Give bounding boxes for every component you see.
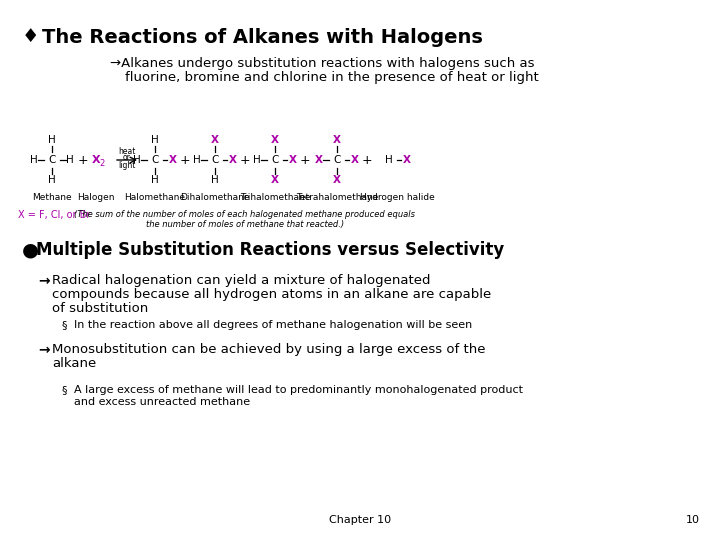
Text: §: § [62,385,68,395]
Text: of substitution: of substitution [52,302,148,315]
Text: C: C [211,155,219,165]
Text: 10: 10 [686,515,700,525]
Text: C: C [333,155,341,165]
Text: Halogen: Halogen [77,192,114,201]
Text: +: + [240,153,251,166]
Text: X: X [271,135,279,145]
Text: Tetrahalomethane: Tetrahalomethane [296,192,378,201]
Text: X: X [271,175,279,185]
Text: Trihalomethane: Trihalomethane [240,192,310,201]
Text: A large excess of methane will lead to predominantly monohalogenated product: A large excess of methane will lead to p… [74,385,523,395]
Text: §: § [62,320,68,330]
Text: X = F, Cl, or Br: X = F, Cl, or Br [18,210,91,220]
Text: X: X [289,155,297,165]
Text: X: X [315,155,323,165]
Text: Radical halogenation can yield a mixture of halogenated: Radical halogenation can yield a mixture… [52,274,431,287]
Text: Methane: Methane [32,192,72,201]
Text: H: H [385,155,393,165]
Text: or: or [123,152,131,161]
Text: →: → [38,274,50,288]
Text: H: H [133,155,141,165]
Text: ♦: ♦ [22,28,40,46]
Text: →: → [38,343,50,357]
Text: the number of moles of methane that reacted.): the number of moles of methane that reac… [146,220,344,229]
Text: The Reactions of Alkanes with Halogens: The Reactions of Alkanes with Halogens [42,28,483,47]
Text: +: + [300,153,310,166]
Text: X: X [333,135,341,145]
Text: H: H [48,135,56,145]
Text: Chapter 10: Chapter 10 [329,515,391,525]
Text: Dihalomethane: Dihalomethane [180,192,250,201]
Text: X: X [91,155,100,165]
Text: +: + [78,153,89,166]
Text: X: X [211,135,219,145]
Text: In the reaction above all degrees of methane halogenation will be seen: In the reaction above all degrees of met… [74,320,472,330]
Text: Monosubstitution can be achieved by using a large excess of the: Monosubstitution can be achieved by usin… [52,343,485,356]
Text: X: X [333,175,341,185]
Text: H: H [30,155,38,165]
Text: H: H [253,155,261,165]
Text: (The sum of the number of moles of each halogenated methane produced equals: (The sum of the number of moles of each … [74,210,415,219]
Text: alkane: alkane [52,357,96,370]
Text: C: C [48,155,55,165]
Text: Hydrogen halide: Hydrogen halide [359,192,434,201]
Text: →Alkanes undergo substitution reactions with halogens such as: →Alkanes undergo substitution reactions … [110,57,534,70]
Text: and excess unreacted methane: and excess unreacted methane [74,397,250,407]
Text: H: H [151,135,159,145]
Text: X: X [403,155,411,165]
Text: +: + [180,153,190,166]
Text: C: C [271,155,279,165]
Text: H: H [151,175,159,185]
Text: 2: 2 [99,159,104,168]
Text: H: H [193,155,201,165]
Text: compounds because all hydrogen atoms in an alkane are capable: compounds because all hydrogen atoms in … [52,288,491,301]
Text: ●: ● [22,240,39,260]
Text: heat: heat [118,146,135,156]
Text: H: H [48,175,56,185]
Text: light: light [118,160,135,170]
Text: H: H [66,155,74,165]
Text: Halomethane: Halomethane [125,192,186,201]
Text: C: C [151,155,158,165]
Text: X: X [229,155,237,165]
Text: H: H [211,175,219,185]
Text: X: X [351,155,359,165]
Text: fluorine, bromine and chlorine in the presence of heat or light: fluorine, bromine and chlorine in the pr… [125,71,539,84]
Text: Multiple Substitution Reactions versus Selectivity: Multiple Substitution Reactions versus S… [36,241,504,259]
Text: X: X [169,155,177,165]
Text: +: + [361,153,372,166]
